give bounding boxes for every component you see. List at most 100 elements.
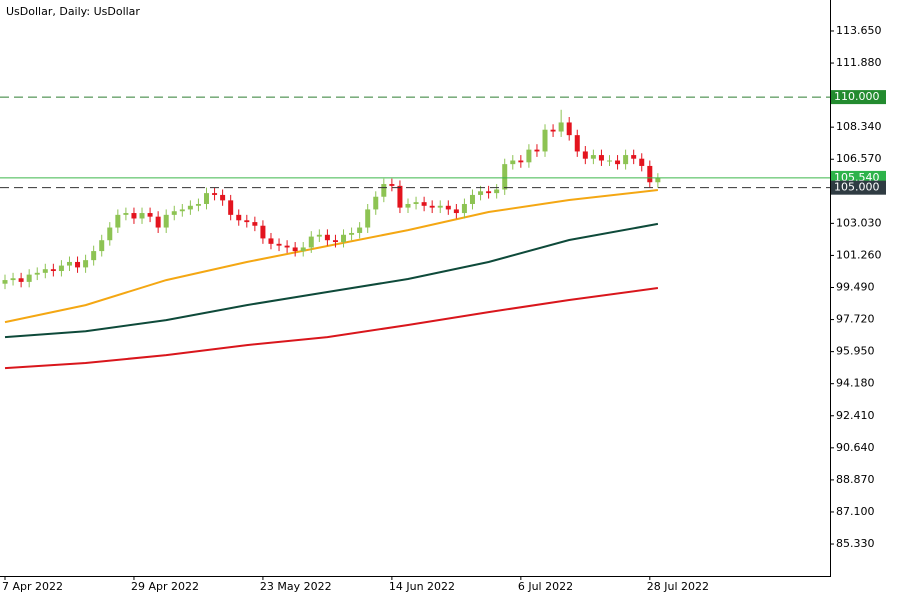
candle-body: [526, 149, 532, 163]
price-level-label: 110.000: [834, 90, 880, 103]
y-tick-label: 99.490: [836, 281, 875, 294]
candle-body: [147, 213, 153, 217]
x-tick-label: 29 Apr 2022: [131, 580, 199, 593]
y-tick-label: 85.330: [836, 537, 875, 550]
y-tick-label: 92.410: [836, 409, 875, 422]
candle-body: [252, 222, 258, 226]
candle-body: [187, 205, 193, 210]
y-tick-label: 94.180: [836, 377, 875, 390]
candle-body: [469, 194, 475, 204]
candle-body: [534, 149, 540, 152]
candle-body: [486, 191, 492, 194]
candle-body: [405, 203, 411, 208]
candle-body: [131, 213, 137, 219]
y-tick-label: 90.640: [836, 441, 875, 454]
y-tick-label: 97.720: [836, 313, 875, 326]
candle-body: [461, 203, 467, 214]
candle-body: [429, 205, 435, 208]
candle-body: [373, 196, 379, 210]
candle-body: [445, 205, 451, 210]
candle-body: [502, 164, 508, 190]
candle-body: [284, 245, 290, 248]
candle-body: [550, 129, 556, 132]
moving-average: [4, 222, 659, 339]
candle-body: [558, 122, 564, 132]
candle-body: [598, 155, 604, 161]
candle-body: [300, 247, 306, 252]
candle-body: [631, 155, 637, 159]
candle-body: [349, 232, 355, 235]
x-tick-label: 23 May 2022: [260, 580, 332, 593]
candle-body: [163, 214, 169, 228]
candle-body: [195, 203, 201, 206]
moving-average: [4, 189, 659, 324]
y-tick-label: 113.650: [836, 24, 882, 37]
candle-body: [332, 240, 338, 243]
candle-body: [115, 214, 121, 228]
candle-body: [66, 261, 72, 266]
y-tick-label: 95.950: [836, 345, 875, 358]
y-tick-label: 108.340: [836, 120, 882, 133]
candle-body: [365, 209, 371, 228]
candle-body: [228, 200, 234, 215]
x-tick-label: 7 Apr 2022: [2, 580, 63, 593]
candle-body: [204, 193, 209, 204]
candle-body: [42, 269, 48, 273]
candle-body: [171, 211, 177, 215]
candle-body: [478, 191, 484, 195]
candle-body: [34, 272, 40, 275]
y-tick-label: 87.100: [836, 505, 875, 518]
candle-body: [623, 155, 629, 165]
candle-body: [510, 160, 516, 165]
y-tick-label: 88.870: [836, 473, 875, 486]
candle-body: [139, 213, 145, 219]
price-level-label: 105.540: [834, 171, 880, 184]
candle-body: [655, 177, 661, 183]
y-tick-label: 106.570: [836, 152, 882, 165]
candle-body: [566, 122, 572, 136]
candle-body: [244, 220, 250, 223]
x-tick-label: 28 Jul 2022: [647, 580, 709, 593]
candle-body: [107, 227, 113, 241]
candle-body: [75, 261, 81, 268]
candle-body: [647, 165, 653, 183]
y-tick-label: 101.260: [836, 248, 882, 261]
candle-body: [292, 247, 298, 252]
candle-body: [123, 213, 129, 215]
price-level-box: [831, 90, 886, 105]
candle-body: [260, 225, 266, 239]
candle-body: [268, 238, 274, 244]
candle-body: [10, 278, 16, 281]
candle-body: [155, 216, 161, 228]
candle-body: [212, 193, 218, 195]
price-level-box: [831, 180, 886, 195]
candle-body: [18, 278, 24, 282]
candle-body: [639, 158, 645, 166]
candle-body: [99, 240, 105, 252]
candle-body: [582, 151, 588, 159]
y-tick-label: 111.880: [836, 56, 882, 69]
candle-body: [518, 160, 524, 163]
candle-body: [542, 129, 548, 152]
candle-body: [236, 214, 242, 221]
candle-body: [341, 234, 347, 243]
price-level-label: 105.000: [834, 181, 880, 194]
candle-body: [453, 209, 459, 214]
candle-body: [574, 135, 580, 152]
candle-body: [437, 205, 443, 208]
candle-body: [357, 227, 363, 233]
candle-body: [220, 194, 226, 201]
candle-body: [590, 155, 596, 159]
moving-average: [4, 287, 659, 370]
candle-body: [607, 160, 612, 162]
candle-body: [615, 160, 621, 165]
candle-body: [494, 189, 500, 194]
x-tick-label: 14 Jun 2022: [389, 580, 455, 593]
candle-body: [2, 280, 8, 284]
candle-body: [397, 185, 403, 208]
candle-body: [83, 260, 89, 268]
x-tick-label: 6 Jul 2022: [518, 580, 573, 593]
